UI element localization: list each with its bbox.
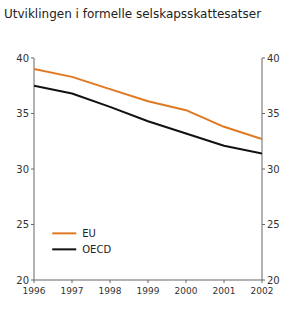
x-tick [72, 280, 73, 283]
y2-tick [262, 58, 265, 59]
y2-tick-label: 20 [267, 275, 280, 286]
x-tick [224, 280, 225, 283]
x-tick-label: 1998 [99, 286, 122, 296]
y-tick [31, 58, 34, 59]
legend-label: EU [82, 228, 96, 239]
x-tick [110, 280, 111, 283]
line-series [34, 86, 262, 154]
legend-swatch [52, 248, 76, 250]
y-tick-label: 30 [16, 164, 29, 175]
x-tick-label: 2001 [213, 286, 236, 296]
x-tick [34, 280, 35, 283]
title: Utviklingen i formelle selskapsskattesat… [4, 7, 261, 21]
y2-tick [262, 224, 265, 225]
legend-swatch [52, 232, 76, 234]
plot-area [34, 69, 262, 153]
x-tick-label: 2000 [175, 286, 198, 296]
line-series [34, 69, 262, 139]
y-tick [31, 169, 34, 170]
y-tick [31, 113, 34, 114]
x-tick [148, 280, 149, 283]
y2-tick-label: 30 [267, 164, 280, 175]
x-tick-label: 2002 [251, 286, 274, 296]
y-tick [31, 224, 34, 225]
x-tick-label: 1996 [23, 286, 46, 296]
y-tick-label: 40 [16, 53, 29, 64]
y2-tick-label: 25 [267, 219, 280, 230]
x-tick-label: 1997 [61, 286, 84, 296]
x-tick [262, 280, 263, 283]
y2-tick-label: 40 [267, 53, 280, 64]
y-tick-label: 25 [16, 219, 29, 230]
y2-tick [262, 113, 265, 114]
x-tick [186, 280, 187, 283]
y2-tick [262, 169, 265, 170]
y2-tick-label: 35 [267, 108, 280, 119]
chart: Utviklingen i formelle selskapsskattesat… [0, 0, 300, 311]
y-tick-label: 20 [16, 275, 29, 286]
y-tick-label: 35 [16, 108, 29, 119]
legend-label: OECD [82, 244, 111, 255]
x-tick-label: 1999 [137, 286, 160, 296]
